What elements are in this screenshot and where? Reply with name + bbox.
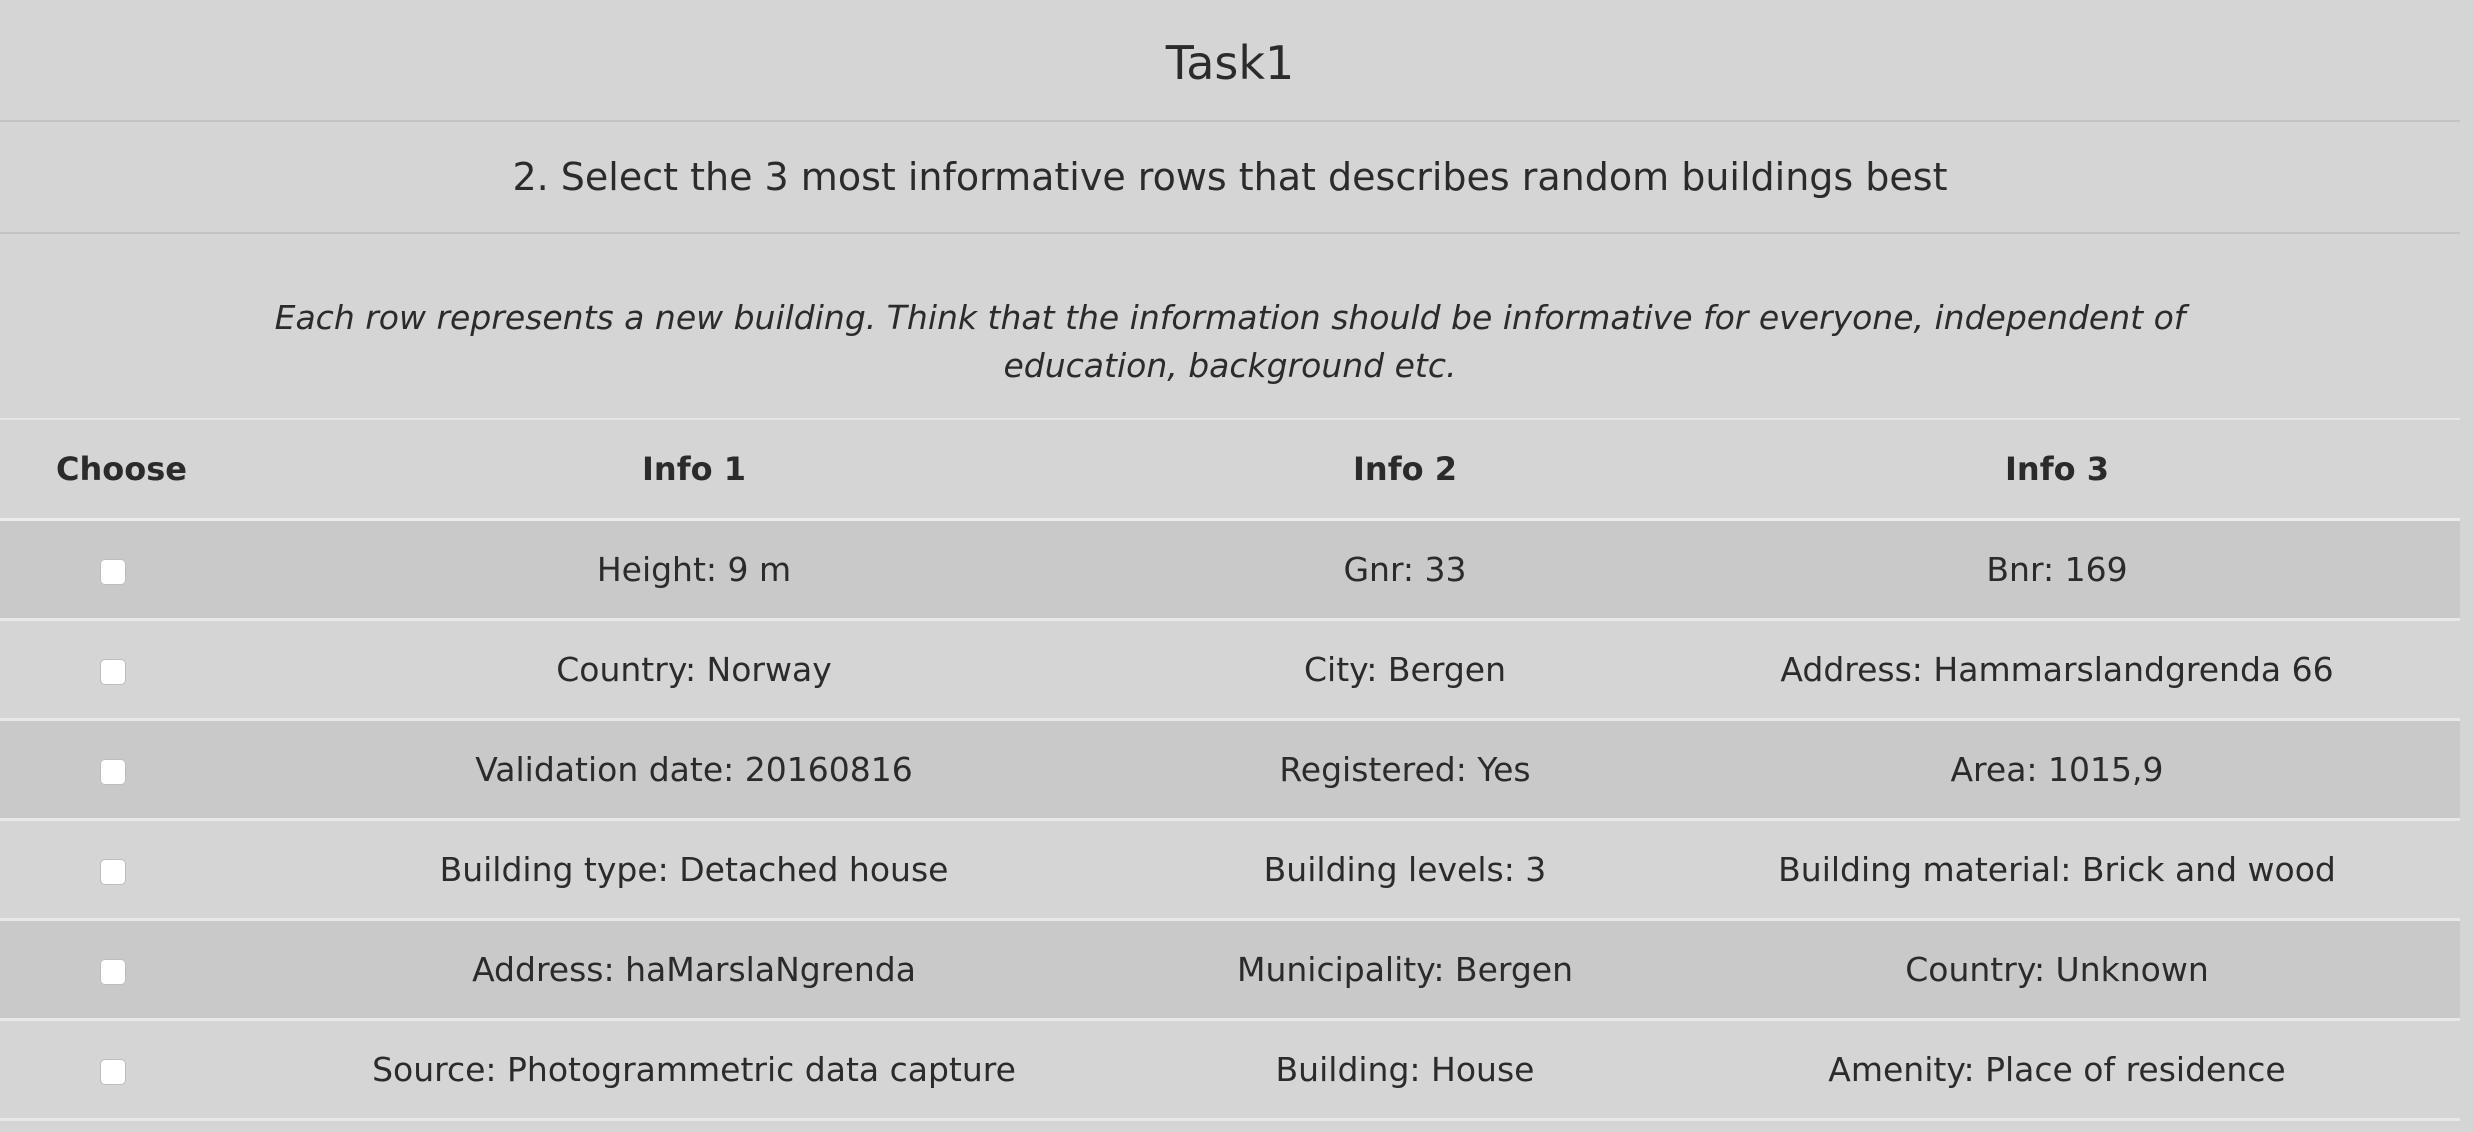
info-2-cell: Building levels: 3 <box>1156 819 1654 921</box>
table-row: Country: Norway City: Bergen Address: Ha… <box>0 619 2460 721</box>
table-row: Height: 9 m Gnr: 33 Bnr: 169 <box>0 519 2460 621</box>
header-info-1: Info 1 <box>232 420 1156 521</box>
info-3-cell: Country: Unknown <box>1654 919 2460 1021</box>
info-3-cell: Building material: Brick and wood <box>1654 819 2460 921</box>
info-1-cell: Building type: Detached house <box>232 819 1156 921</box>
table-row: Address: haMarslaNgrenda Municipality: B… <box>0 919 2460 1021</box>
info-3-cell: Bnr: 169 <box>1654 519 2460 621</box>
question-heading: 2. Select the 3 most informative rows th… <box>0 122 2460 234</box>
choose-cell <box>0 619 232 721</box>
table-row: Building type: Detached house Building l… <box>0 819 2460 921</box>
info-1-cell: Source: Photogrammetric data capture <box>232 1019 1156 1121</box>
building-info-table: Choose Info 1 Info 2 Info 3 Height: 9 m … <box>0 420 2460 1121</box>
choose-cell <box>0 519 232 621</box>
info-2-cell: Building: House <box>1156 1019 1654 1121</box>
info-2-cell: Municipality: Bergen <box>1156 919 1654 1021</box>
header-choose: Choose <box>0 420 232 521</box>
info-1-cell: Address: haMarslaNgrenda <box>232 919 1156 1021</box>
info-2-cell: Gnr: 33 <box>1156 519 1654 621</box>
info-3-cell: Address: Hammarslandgrenda 66 <box>1654 619 2460 721</box>
info-3-cell: Amenity: Place of residence <box>1654 1019 2460 1121</box>
instructions-text: Each row represents a new building. Thin… <box>0 234 2460 420</box>
row-checkbox[interactable] <box>100 758 126 785</box>
info-1-cell: Country: Norway <box>232 619 1156 721</box>
choose-cell <box>0 919 232 1021</box>
row-checkbox[interactable] <box>100 858 126 885</box>
info-3-cell: Area: 1015,9 <box>1654 719 2460 821</box>
table-row: Source: Photogrammetric data capture Bui… <box>0 1019 2460 1121</box>
choose-cell <box>0 819 232 921</box>
info-1-cell: Validation date: 20160816 <box>232 719 1156 821</box>
info-2-cell: Registered: Yes <box>1156 719 1654 821</box>
page-title: Task1 <box>0 0 2460 122</box>
info-1-cell: Height: 9 m <box>232 519 1156 621</box>
row-checkbox[interactable] <box>100 1058 126 1085</box>
info-2-cell: City: Bergen <box>1156 619 1654 721</box>
table-row: Validation date: 20160816 Registered: Ye… <box>0 719 2460 821</box>
header-info-2: Info 2 <box>1156 420 1654 521</box>
table-header-row: Choose Info 1 Info 2 Info 3 <box>0 420 2460 521</box>
choose-cell <box>0 719 232 821</box>
row-checkbox[interactable] <box>100 958 126 985</box>
row-checkbox[interactable] <box>100 658 126 685</box>
row-checkbox[interactable] <box>100 558 126 585</box>
header-info-3: Info 3 <box>1654 420 2460 521</box>
choose-cell <box>0 1019 232 1121</box>
